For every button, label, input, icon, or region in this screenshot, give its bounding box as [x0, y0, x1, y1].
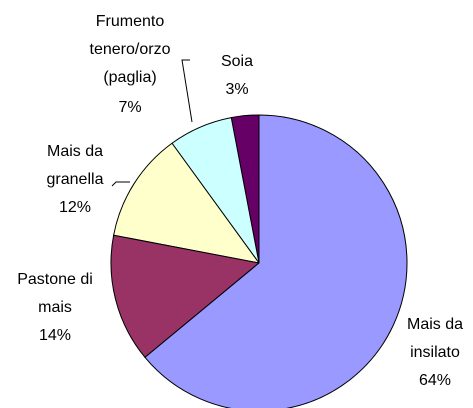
slice-label: Pastone di mais — [17, 271, 93, 316]
slice-label: Mais da granella — [46, 143, 104, 188]
slice-label: Soia — [220, 53, 254, 70]
pie-slice — [110, 234, 261, 359]
leader-line — [181, 59, 193, 123]
pie-slice — [113, 142, 261, 264]
value-label: 3% — [225, 81, 249, 98]
slice-label: Mais da insilato — [406, 316, 464, 361]
value-label: 12% — [58, 199, 92, 216]
leader-line — [111, 181, 130, 187]
value-label: 64% — [418, 372, 452, 389]
slice-label: Frumento tenero/orzo (paglia) — [89, 13, 171, 86]
value-label: 7% — [118, 99, 142, 116]
value-label: 14% — [38, 327, 72, 344]
pie-slice — [144, 114, 408, 408]
